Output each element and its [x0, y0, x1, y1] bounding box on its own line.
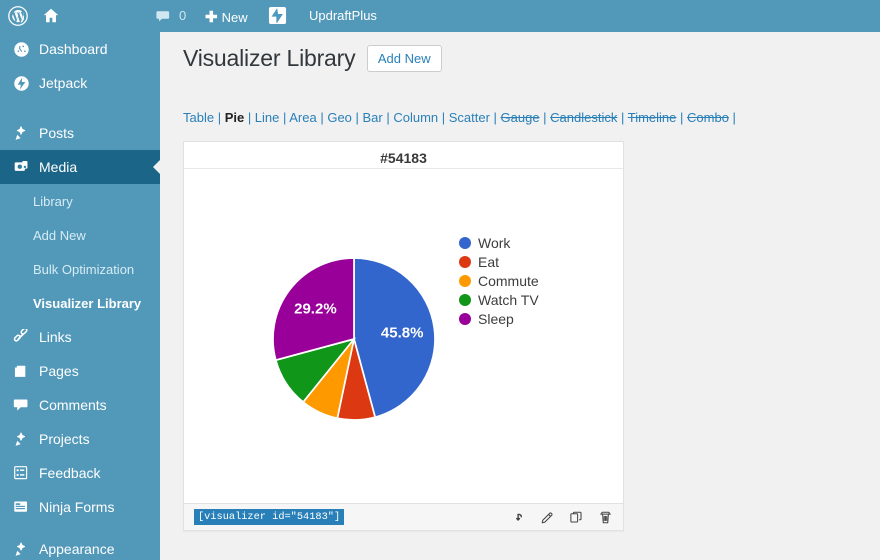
svg-text:45.8%: 45.8%: [381, 324, 424, 341]
svg-text:29.2%: 29.2%: [294, 300, 337, 317]
